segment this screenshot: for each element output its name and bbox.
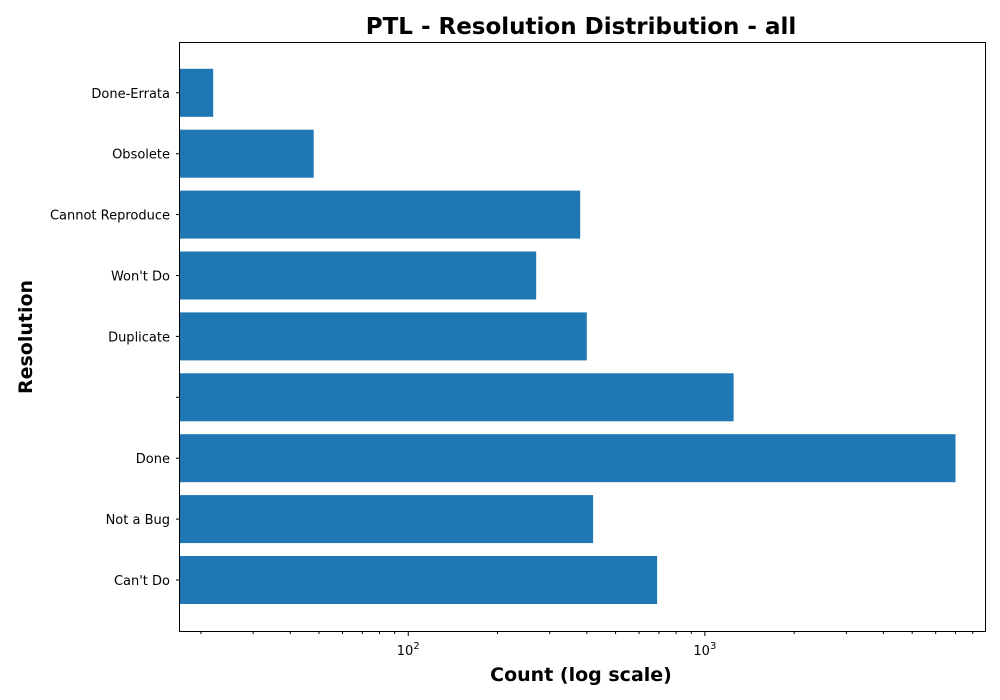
- bar: [180, 68, 214, 117]
- y-axis-ticks: Can't Do Not a Bug Done Duplicate Won't Do Ca…: [50, 87, 180, 589]
- bar: [180, 129, 314, 178]
- y-tick-label: Can't Do: [114, 574, 170, 589]
- x-axis-ticks: 102 103: [200, 631, 974, 659]
- bar: [180, 556, 658, 604]
- bar: [180, 312, 587, 361]
- bar: [180, 434, 956, 483]
- bar: [180, 373, 734, 422]
- y-tick-label: Done-Errata: [91, 87, 170, 102]
- bars-group: [180, 68, 956, 604]
- y-axis-label: Resolution: [15, 280, 37, 394]
- bar: [180, 495, 594, 544]
- bar: [180, 251, 537, 300]
- x-tick-label: 102: [397, 641, 420, 659]
- y-tick-label: Duplicate: [108, 330, 170, 345]
- y-tick-label: Done: [136, 452, 170, 467]
- plot-frame: [179, 42, 986, 632]
- x-axis-label: Count (log scale): [490, 664, 672, 686]
- x-tick-label: 103: [693, 641, 716, 659]
- bar: [180, 190, 581, 239]
- chart-title: PTL - Resolution Distribution - all: [366, 14, 797, 40]
- y-tick-label: Cannot Reproduce: [50, 209, 170, 224]
- y-tick-label: Not a Bug: [106, 513, 170, 528]
- y-tick-label: Won't Do: [111, 270, 170, 285]
- y-tick-label: Obsolete: [112, 148, 170, 163]
